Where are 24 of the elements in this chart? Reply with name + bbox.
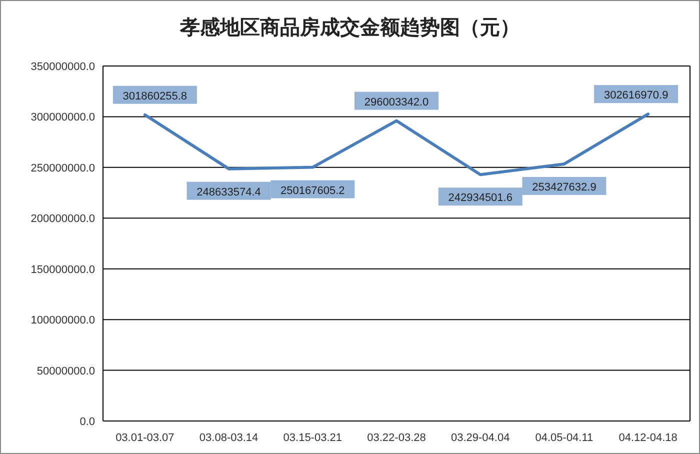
x-tick-label: 04.05-04.11 bbox=[535, 432, 594, 444]
data-label: 250167605.2 bbox=[280, 184, 345, 197]
x-tick-label: 03.15-03.21 bbox=[283, 432, 342, 444]
chart-title: 孝感地区商品房成交金额趋势图（元） bbox=[179, 16, 520, 39]
y-tick-label: 50000000.0 bbox=[36, 365, 95, 378]
y-tick-label: 0.0 bbox=[80, 416, 95, 428]
x-tick-label: 03.29-04.04 bbox=[451, 432, 510, 444]
y-tick-label: 300000000.0 bbox=[30, 112, 95, 124]
line-series bbox=[143, 112, 650, 176]
data-label: 242934501.6 bbox=[448, 192, 512, 204]
y-tick-label: 250000000.0 bbox=[30, 162, 95, 174]
data-label: 248633574.4 bbox=[196, 186, 261, 198]
y-tick-label: 200000000.0 bbox=[30, 213, 95, 226]
x-tick-label: 03.22-03.28 bbox=[367, 432, 426, 444]
x-tick-label: 03.08-03.14 bbox=[199, 432, 258, 444]
data-label: 302616970.9 bbox=[604, 90, 668, 102]
y-tick-label: 100000000.0 bbox=[30, 314, 95, 327]
x-tick-label: 03.01-03.07 bbox=[116, 432, 174, 444]
data-label: 253427632.9 bbox=[532, 181, 596, 194]
data-label: 301860255.8 bbox=[122, 90, 188, 102]
data-label: 296003342.0 bbox=[364, 96, 429, 108]
x-tick-label: 04.12-04.18 bbox=[618, 432, 678, 444]
y-tick-label: 350000000.0 bbox=[30, 61, 95, 73]
y-tick-label: 150000000.0 bbox=[30, 264, 95, 276]
